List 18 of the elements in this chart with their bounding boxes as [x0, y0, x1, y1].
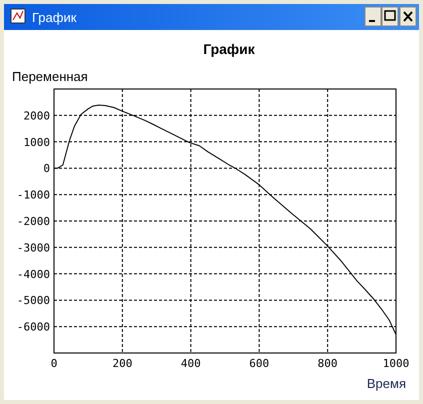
y-tick-label: 0 [43, 162, 50, 176]
y-tick-label: -5000 [16, 294, 50, 308]
x-tick-label: 1000 [382, 357, 410, 370]
y-axis-title: Переменная [12, 69, 88, 84]
y-tick-label: -1000 [16, 188, 50, 202]
chart-title: График [203, 41, 256, 57]
x-tick-label: 400 [180, 357, 201, 370]
y-tick-label: -2000 [16, 215, 50, 228]
x-tick-label: 200 [112, 357, 132, 370]
y-tick-label: 1000 [24, 136, 50, 149]
text: График [32, 10, 77, 25]
y-tick-label: -4000 [16, 268, 50, 281]
x-axis-title: Время [366, 376, 406, 391]
y-tick-label: 2000 [24, 109, 50, 122]
y-tick-label: -3000 [16, 241, 50, 254]
y-tick-label: -6000 [16, 320, 50, 334]
x-tick-label: 600 [249, 357, 270, 370]
x-tick-label: 800 [318, 357, 338, 370]
